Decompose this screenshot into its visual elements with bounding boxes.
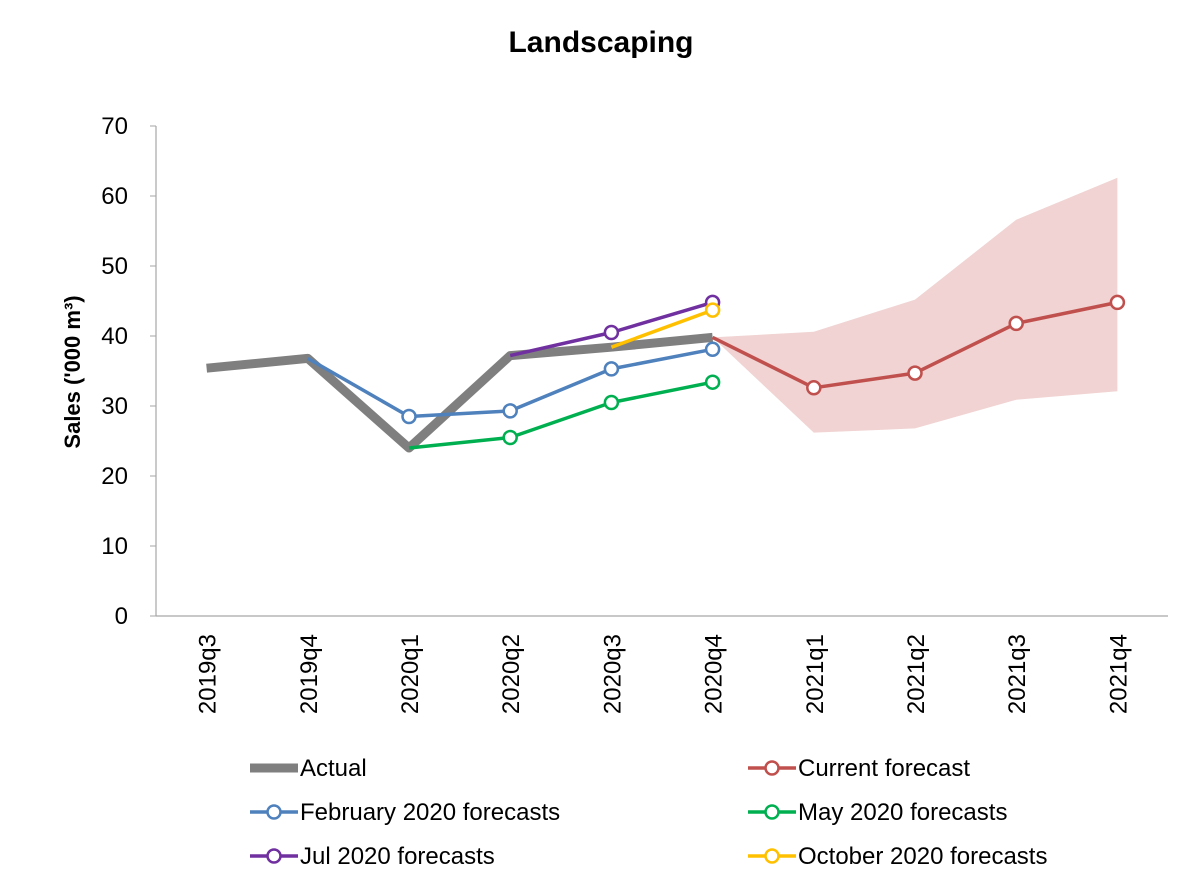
y-tick-label: 10 [101, 533, 128, 560]
legend-item: May 2020 forecasts [748, 799, 1007, 826]
data-point [401, 408, 417, 425]
x-tick-label: 2019q3 [195, 634, 222, 714]
legend-item: February 2020 forecasts [250, 799, 560, 826]
legend-item: Current forecast [748, 755, 970, 782]
x-tick-label: 2021q2 [903, 634, 930, 714]
x-tick-label: 2021q1 [802, 634, 829, 714]
legend-swatch-marker [266, 804, 282, 820]
axes: 0 10 20 30 40 50 60 70 2019q3 2019q4 2020q1 2020q2 2… [101, 113, 1168, 714]
data-point [907, 365, 923, 381]
data-point [603, 361, 620, 377]
series-current-forecast [711, 294, 1126, 396]
data-point [502, 403, 518, 419]
data-point [704, 341, 721, 358]
y-tick-label: 60 [101, 183, 128, 210]
x-tick-label: 2020q3 [599, 634, 626, 714]
data-point [603, 324, 620, 341]
series-line [610, 308, 714, 349]
series-may-2020-forecasts [408, 374, 721, 450]
forecast-band-layer [712, 177, 1118, 433]
data-point [806, 380, 822, 396]
x-tick-label: 2020q4 [701, 634, 728, 714]
series-actual [206, 332, 714, 453]
legend-swatch-marker [764, 848, 780, 864]
data-point [704, 302, 721, 318]
legend-swatch-marker [764, 760, 780, 776]
x-tick-label: 2020q1 [397, 634, 424, 714]
data-point [1008, 315, 1024, 332]
series-layer [206, 294, 1126, 453]
data-point [1109, 294, 1126, 311]
x-tick-label: 2020q2 [498, 634, 525, 714]
forecast-range-band [712, 177, 1118, 433]
data-point [704, 374, 721, 390]
series-line [206, 332, 714, 453]
x-tick-label: 2019q4 [296, 634, 323, 714]
legend-item: October 2020 forecasts [748, 843, 1047, 870]
legend-label: Actual [300, 755, 367, 782]
legend-item: Actual [250, 755, 367, 782]
data-point [603, 394, 620, 411]
y-tick-label: 0 [115, 603, 128, 630]
legend-swatch-marker [266, 848, 282, 864]
legend-label: October 2020 forecasts [798, 843, 1047, 870]
y-axis-label: Sales ('000 m³) [60, 295, 85, 448]
legend-item: Jul 2020 forecasts [250, 843, 495, 870]
legend-label: May 2020 forecasts [798, 799, 1007, 826]
data-point [502, 429, 518, 446]
legend-label: Current forecast [798, 755, 970, 782]
legend-label: Jul 2020 forecasts [300, 843, 495, 870]
chart-title: Landscaping [508, 26, 693, 59]
x-tick-label: 2021q3 [1004, 634, 1031, 714]
y-tick-label: 30 [101, 393, 128, 420]
y-tick-label: 70 [101, 113, 128, 140]
legend-swatch-marker [764, 804, 780, 820]
legend-label: February 2020 forecasts [300, 799, 560, 826]
x-tick-label: 2021q4 [1105, 634, 1132, 714]
series-october-2020-forecasts [610, 302, 721, 349]
y-tick-label: 20 [101, 463, 128, 490]
legend: Actual Current forecast February 2020 fore… [250, 755, 1047, 870]
y-tick-label: 40 [101, 323, 128, 350]
series-february-2020-forecasts [306, 341, 721, 425]
y-tick-label: 50 [101, 253, 128, 280]
series-line [408, 380, 713, 450]
